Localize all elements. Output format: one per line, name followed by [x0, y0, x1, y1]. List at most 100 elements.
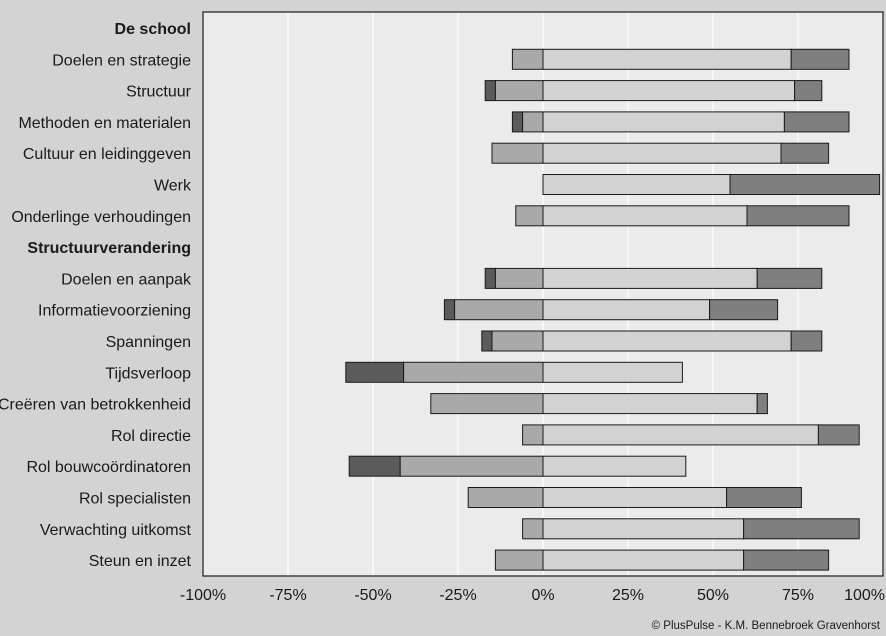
category-label: Creëren van betrokkenheid — [0, 397, 191, 414]
bar-segment-negative — [522, 518, 544, 540]
bar-segment-positive — [542, 267, 758, 289]
section-heading: De school — [115, 21, 191, 38]
plot-frame — [202, 11, 884, 577]
bar-segment-strongly-positive — [726, 487, 802, 508]
category-label: Doelen en aanpak — [61, 271, 192, 288]
bar-segment-positive — [542, 424, 819, 446]
category-labels: De school Doelen en strategie Structuur Met… — [0, 21, 192, 570]
bars — [345, 48, 881, 571]
bar-segment-negative — [494, 80, 544, 102]
grid-lines — [287, 12, 799, 576]
bar-segment-strongly-positive — [743, 549, 830, 571]
bar-segment-positive — [542, 393, 758, 415]
bar-rol-bouwcoordinatoren — [348, 455, 687, 477]
x-tick-label: 50% — [697, 587, 729, 604]
bar-rol-directie — [522, 424, 860, 446]
category-label: Tijdsverloop — [105, 365, 191, 382]
x-tick-label: 25% — [612, 587, 644, 604]
category-label: Werk — [154, 178, 192, 195]
bar-doelen-en-aanpak — [484, 267, 823, 289]
bar-steun-en-inzet — [494, 549, 830, 571]
bar-segment-negative — [491, 330, 544, 352]
bar-segment-negative — [430, 393, 544, 415]
bar-segment-strongly-positive — [756, 393, 768, 415]
category-label: Methoden en materialen — [18, 115, 191, 132]
bar-segment-negative — [494, 549, 544, 571]
bar-werk — [542, 174, 881, 195]
bar-segment-positive — [542, 518, 745, 540]
bar-segment-strongly-positive — [794, 80, 823, 102]
category-label: Rol directie — [111, 428, 191, 445]
bar-segment-strongly-negative — [345, 361, 405, 383]
x-tick-label: -50% — [354, 587, 391, 604]
x-tick-label: 0% — [531, 587, 554, 604]
bar-segment-strongly-negative — [348, 455, 401, 477]
bar-segment-strongly-positive — [756, 267, 823, 289]
bar-segment-positive — [542, 174, 731, 195]
category-label: Structuur — [126, 84, 192, 101]
bar-segment-negative — [515, 205, 544, 227]
bar-structuur — [484, 80, 823, 102]
bar-spanningen — [481, 330, 823, 352]
bar-segment-positive — [542, 487, 728, 508]
bar-segment-strongly-positive — [709, 299, 779, 321]
bar-segment-negative — [467, 487, 544, 508]
category-label: Verwachting uitkomst — [40, 522, 192, 539]
bar-doelen-en-strategie — [511, 48, 850, 70]
bar-segment-positive — [542, 361, 683, 383]
bar-verwachting-uitkomst — [522, 518, 860, 540]
bar-segment-negative — [403, 361, 544, 383]
bar-segment-negative — [454, 299, 544, 321]
bar-segment-strongly-negative — [443, 299, 456, 321]
bar-tijdsverloop — [345, 361, 683, 383]
category-label: Doelen en strategie — [52, 52, 191, 69]
bar-segment-negative — [399, 455, 544, 477]
section-heading: Structuurverandering — [27, 240, 191, 257]
bar-rol-specialisten — [467, 487, 802, 508]
bar-segment-strongly-negative — [484, 80, 496, 102]
x-tick-labels: -100% -75% -50% -25% 0% 25% 50% 75% 100% — [180, 587, 885, 604]
x-tick-label: -75% — [269, 587, 306, 604]
category-label: Steun en inzet — [89, 553, 192, 570]
bar-segment-strongly-positive — [817, 424, 860, 446]
bar-segment-strongly-positive — [790, 330, 823, 352]
bar-segment-strongly-positive — [790, 48, 850, 70]
category-label: Informatievoorziening — [38, 303, 191, 320]
bar-segment-positive — [542, 330, 792, 352]
bar-segment-strongly-positive — [729, 174, 881, 195]
x-tick-label: -25% — [439, 587, 476, 604]
category-label: Cultuur en leidinggeven — [23, 146, 191, 163]
x-tick-label: -100% — [180, 587, 226, 604]
category-label: Rol bouwcoördinatoren — [26, 459, 191, 476]
bar-segment-strongly-negative — [484, 267, 496, 289]
x-tick-label: 100% — [844, 587, 885, 604]
bar-informatievoorziening — [443, 299, 779, 321]
bar-creeren-van-betrokkenheid — [430, 393, 768, 415]
bar-segment-strongly-negative — [511, 111, 524, 133]
bar-segment-positive — [542, 48, 792, 70]
bar-segment-negative — [494, 267, 544, 289]
bar-cultuur-en-leidinggeven — [491, 142, 830, 164]
bar-segment-strongly-negative — [481, 330, 493, 352]
bar-segment-strongly-positive — [746, 205, 850, 227]
bar-onderlinge-verhoudingen — [515, 205, 850, 227]
bar-segment-positive — [542, 299, 711, 321]
bar-segment-negative — [511, 48, 544, 70]
bar-segment-positive — [542, 205, 748, 227]
bar-segment-positive — [542, 549, 745, 571]
bar-segment-strongly-positive — [743, 518, 860, 540]
category-label: Onderlinge verhoudingen — [11, 209, 191, 226]
bar-segment-negative — [522, 111, 544, 133]
bar-segment-negative — [491, 142, 544, 164]
bar-segment-positive — [542, 455, 687, 477]
credit-text: © PlusPulse - K.M. Bennebroek Gravenhors… — [652, 620, 881, 632]
bar-segment-negative — [522, 424, 544, 446]
bar-segment-positive — [542, 80, 796, 102]
bar-segment-strongly-positive — [783, 111, 850, 133]
bar-segment-strongly-positive — [780, 142, 830, 164]
bar-segment-positive — [542, 142, 782, 164]
category-label: Rol specialisten — [79, 491, 191, 508]
x-tick-label: 75% — [782, 587, 814, 604]
bar-methoden-en-materialen — [511, 111, 850, 133]
